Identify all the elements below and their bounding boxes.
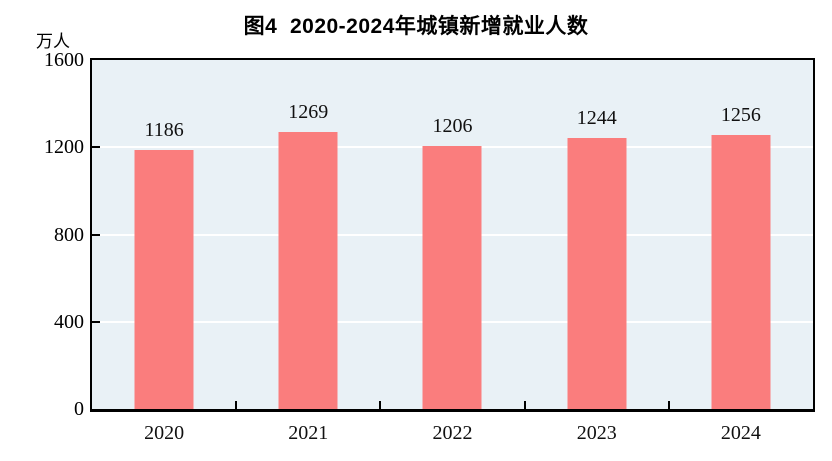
bar-slot-2023: 1244 [525,60,669,409]
y-axis-tick-800 [92,233,100,236]
bar-value-label-2021: 1269 [288,101,329,124]
bar-2020 [134,150,194,409]
x-axis-tick-3 [523,401,526,409]
x-axis-label-2024: 2024 [720,422,761,444]
bar-value-label-2020: 1186 [144,119,184,142]
x-axis-label-2020: 2020 [144,422,185,444]
x-axis-label-2023: 2023 [576,422,617,444]
x-axis-tick-2 [379,401,382,409]
bar-value-label-2024: 1256 [720,104,761,127]
plot-area: 1186 1269 1206 1244 1256 [90,58,815,412]
bar-2023 [567,137,627,409]
x-axis-tick-1 [235,401,238,409]
bar-2021 [278,132,338,409]
bar-slot-2022: 1206 [380,60,524,409]
bar-slot-2021: 1269 [236,60,380,409]
y-axis-label-0: 0 [74,398,84,420]
y-axis-unit-label: 万人 [36,32,70,51]
bar-slot-2024: 1256 [669,60,813,409]
y-axis-label-800: 800 [54,223,84,246]
x-axis-tick-4 [667,401,670,409]
bar-2024 [711,135,771,409]
x-axis-label-2022: 2022 [432,422,473,444]
bar-value-label-2023: 1244 [576,106,617,129]
y-axis-tick-400 [92,320,100,323]
y-axis-tick-1200 [92,146,100,149]
y-axis-label-1200: 1200 [44,136,84,159]
x-axis-label-2021: 2021 [288,422,329,444]
chart-title: 图4 2020-2024年城镇新增就业人数 [243,15,589,38]
bar-slot-2020: 1186 [92,60,236,409]
y-axis-label-400: 400 [54,310,84,333]
bar-value-label-2022: 1206 [432,114,473,137]
bar-2022 [422,145,482,409]
y-axis-label-1600: 1600 [44,49,84,71]
